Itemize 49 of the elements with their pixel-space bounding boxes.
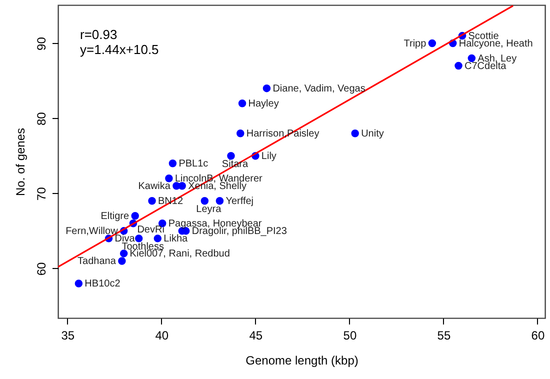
point [168, 160, 177, 168]
annotation: Halcyone, Heath [458, 38, 533, 50]
x-tick-label: 60 [531, 328, 545, 342]
point [148, 197, 156, 205]
y-axis-title: No. of genes [14, 128, 28, 196]
point [227, 152, 235, 160]
point [120, 250, 128, 258]
annotation: HB10c2 [84, 278, 121, 290]
annotation: Diane, Vadim, Vegas [272, 83, 366, 94]
annotation: Fern,Willow [66, 226, 119, 237]
point [200, 197, 209, 205]
y-tick-label: 80 [34, 112, 48, 126]
point [351, 129, 359, 138]
annotation: Lily [261, 150, 276, 162]
annotation: Kiel007, Rani, Redbud [130, 248, 230, 260]
point [74, 280, 83, 288]
annotation: Unity [361, 128, 384, 140]
x-tick-label: 35 [61, 328, 75, 342]
point [262, 84, 271, 92]
x-tick-label: 40 [155, 328, 169, 342]
annotation: C7Cdelta [464, 60, 507, 72]
annotation: Tripp [404, 38, 427, 50]
annotation: DevRi [137, 224, 164, 236]
x-tick-label: 45 [249, 328, 263, 342]
point [154, 234, 162, 242]
point [428, 39, 436, 48]
y-tick-label: 90 [34, 36, 48, 50]
point [165, 174, 173, 182]
annotation: r=0.93 [80, 27, 118, 42]
point [238, 99, 246, 108]
annotation: Leyra [196, 204, 222, 215]
point [216, 197, 224, 205]
annotation: Tadhana [78, 256, 116, 267]
point [454, 62, 462, 70]
annotation: Hayley [248, 98, 279, 110]
point [131, 212, 139, 220]
x-axis-title: Genome length (kbp) [246, 354, 358, 368]
annotation: Yerffej [226, 196, 254, 207]
annotation: y=1.44x+10.5 [80, 42, 159, 57]
x-tick-label: 50 [343, 328, 357, 342]
annotation: Likha [164, 233, 188, 244]
y-tick-label: 70 [34, 186, 48, 201]
point [236, 129, 244, 138]
y-tick-label: 60 [34, 262, 48, 276]
annotation: PBL1c [178, 158, 208, 170]
x-tick-label: 55 [437, 328, 451, 342]
annotation: Eltigre [100, 210, 130, 222]
annotation: Kawika [138, 180, 171, 192]
point [118, 257, 126, 265]
